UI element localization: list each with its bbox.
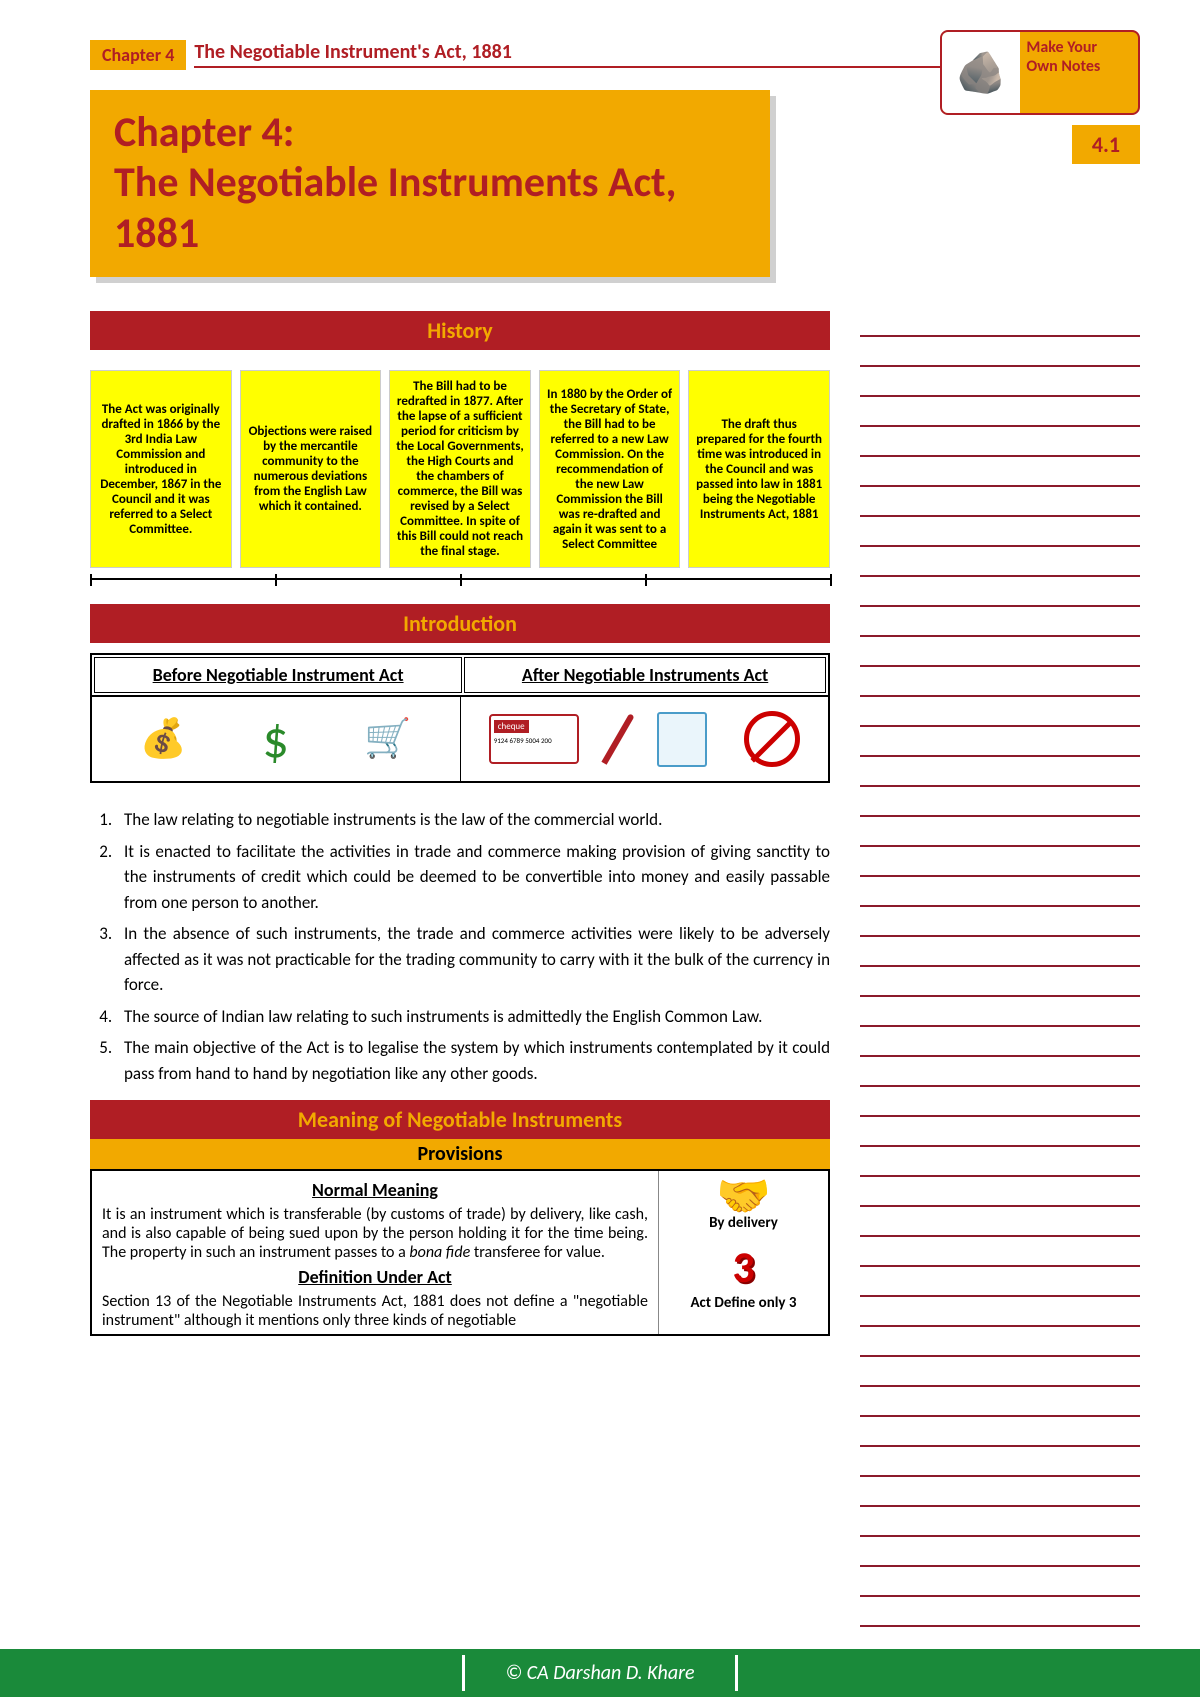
note-line bbox=[860, 937, 1140, 967]
after-images: cheque 9124 6789 5004 200 bbox=[460, 697, 829, 781]
note-line bbox=[860, 427, 1140, 457]
timeline-box: The Bill had to be redrafted in 1877. Af… bbox=[389, 370, 531, 568]
page-number: 4.1 bbox=[1072, 125, 1140, 164]
normal-meaning-text: It is an instrument which is transferabl… bbox=[102, 1205, 648, 1262]
note-line bbox=[860, 757, 1140, 787]
normal-meaning-h: Normal Meaning bbox=[102, 1179, 648, 1201]
timeline: The Act was originally drafted in 1866 b… bbox=[90, 370, 830, 568]
note-line bbox=[860, 1567, 1140, 1597]
section-introduction: Introduction bbox=[90, 604, 830, 643]
cheque-icon: cheque 9124 6789 5004 200 bbox=[489, 714, 579, 764]
act-define-label: Act Define only 3 bbox=[659, 1294, 828, 1312]
notes-lines bbox=[860, 297, 1140, 1657]
section-meaning: Meaning of Negotiable Instruments bbox=[90, 1100, 830, 1139]
note-line bbox=[860, 967, 1140, 997]
note-line bbox=[860, 1207, 1140, 1237]
caveman-icon: 🪨 bbox=[942, 32, 1020, 113]
intro-list: The law relating to negotiable instrumen… bbox=[90, 807, 830, 1086]
definition-h: Definition Under Act bbox=[102, 1266, 648, 1288]
note-line bbox=[860, 337, 1140, 367]
note-line bbox=[860, 817, 1140, 847]
timeline-box: Objections were raised by the mercantile… bbox=[240, 370, 382, 568]
chapter-tab: Chapter 4 bbox=[90, 40, 186, 70]
footer-text: © CA Darshan D. Khare bbox=[462, 1655, 737, 1691]
intro-list-item: It is enacted to facilitate the activiti… bbox=[116, 839, 830, 916]
footer: © CA Darshan D. Khare bbox=[0, 1649, 1200, 1697]
provisions-bar: Provisions bbox=[90, 1139, 830, 1169]
note-line bbox=[860, 1177, 1140, 1207]
by-delivery-label: By delivery bbox=[659, 1214, 828, 1232]
timeline-box: In 1880 by the Order of the Secretary of… bbox=[539, 370, 681, 568]
note-line bbox=[860, 1357, 1140, 1387]
note-line bbox=[860, 1117, 1140, 1147]
intro-after-header: After Negotiable Instruments Act bbox=[464, 657, 826, 693]
timeline-box: The draft thus prepared for the fourth t… bbox=[688, 370, 830, 568]
intro-list-item: The main objective of the Act is to lega… bbox=[116, 1035, 830, 1086]
timeline-box: The Act was originally drafted in 1866 b… bbox=[90, 370, 232, 568]
notes-badge-text: Make Your Own Notes bbox=[1020, 32, 1138, 113]
main-title: Chapter 4:The Negotiable Instruments Act… bbox=[114, 108, 746, 259]
note-line bbox=[860, 1237, 1140, 1267]
note-line bbox=[860, 607, 1140, 637]
timeline-axis bbox=[90, 578, 830, 590]
note-line bbox=[860, 1087, 1140, 1117]
note-line bbox=[860, 1027, 1140, 1057]
note-line bbox=[860, 877, 1140, 907]
note-line bbox=[860, 847, 1140, 877]
pen-icon bbox=[601, 713, 634, 764]
main-title-box: Chapter 4:The Negotiable Instruments Act… bbox=[90, 90, 770, 277]
note-line bbox=[860, 307, 1140, 337]
note-line bbox=[860, 1057, 1140, 1087]
intro-before-header: Before Negotiable Instrument Act bbox=[94, 657, 462, 693]
note-line bbox=[860, 1507, 1140, 1537]
definition-text: Section 13 of the Negotiable Instruments… bbox=[102, 1292, 648, 1330]
note-line bbox=[860, 397, 1140, 427]
cart-icon: 🛒 bbox=[364, 716, 411, 762]
intro-images-row: 💰 $ 🛒 cheque 9124 6789 5004 200 bbox=[90, 697, 830, 783]
dollar-bag-icon: $ bbox=[263, 707, 289, 771]
note-line bbox=[860, 697, 1140, 727]
note-line bbox=[860, 457, 1140, 487]
no-cash-icon bbox=[744, 711, 800, 767]
note-line bbox=[860, 547, 1140, 577]
note-line bbox=[860, 1537, 1140, 1567]
note-line bbox=[860, 1297, 1140, 1327]
note-line bbox=[860, 487, 1140, 517]
number-three-icon: 3 bbox=[659, 1232, 828, 1294]
intro-list-item: In the absence of such instruments, the … bbox=[116, 921, 830, 998]
intro-table: Before Negotiable Instrument Act After N… bbox=[90, 653, 830, 697]
note-line bbox=[860, 1327, 1140, 1357]
note-line bbox=[860, 1477, 1140, 1507]
note-line bbox=[860, 577, 1140, 607]
note-doc-icon bbox=[657, 712, 707, 767]
note-line bbox=[860, 637, 1140, 667]
note-line bbox=[860, 997, 1140, 1027]
before-images: 💰 $ 🛒 bbox=[92, 697, 460, 781]
note-line bbox=[860, 517, 1140, 547]
note-line bbox=[860, 1447, 1140, 1477]
money-bag-icon: 💰 bbox=[140, 716, 187, 762]
note-line bbox=[860, 667, 1140, 697]
note-line bbox=[860, 787, 1140, 817]
note-line bbox=[860, 1387, 1140, 1417]
intro-list-item: The law relating to negotiable instrumen… bbox=[116, 807, 830, 833]
note-line bbox=[860, 367, 1140, 397]
section-history: History bbox=[90, 311, 830, 350]
intro-list-item: The source of Indian law relating to suc… bbox=[116, 1004, 830, 1030]
note-line bbox=[860, 907, 1140, 937]
note-line bbox=[860, 1147, 1140, 1177]
note-line bbox=[860, 1597, 1140, 1627]
delivery-hands-icon: 🤝 bbox=[659, 1171, 828, 1214]
note-line bbox=[860, 1417, 1140, 1447]
note-line bbox=[860, 727, 1140, 757]
meaning-box: Normal Meaning It is an instrument which… bbox=[90, 1169, 830, 1336]
notes-badge: 🪨 Make Your Own Notes bbox=[940, 30, 1140, 115]
note-line bbox=[860, 1267, 1140, 1297]
